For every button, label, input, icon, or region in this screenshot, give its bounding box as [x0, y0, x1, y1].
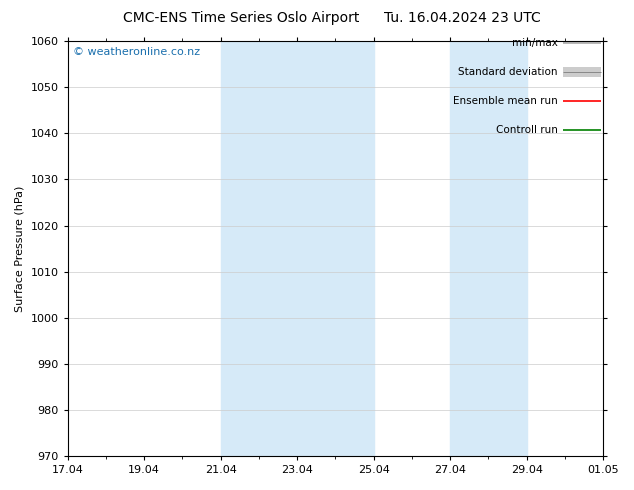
- Text: Controll run: Controll run: [496, 125, 558, 135]
- Text: Ensemble mean run: Ensemble mean run: [453, 97, 558, 106]
- Text: Tu. 16.04.2024 23 UTC: Tu. 16.04.2024 23 UTC: [384, 11, 541, 25]
- Bar: [450, 41, 527, 456]
- Text: CMC-ENS Time Series Oslo Airport: CMC-ENS Time Series Oslo Airport: [123, 11, 359, 25]
- Y-axis label: Surface Pressure (hPa): Surface Pressure (hPa): [15, 185, 25, 312]
- Bar: [221, 41, 373, 456]
- Text: © weatheronline.co.nz: © weatheronline.co.nz: [73, 48, 200, 57]
- Text: Standard deviation: Standard deviation: [458, 67, 558, 77]
- Text: min/max: min/max: [512, 38, 558, 49]
